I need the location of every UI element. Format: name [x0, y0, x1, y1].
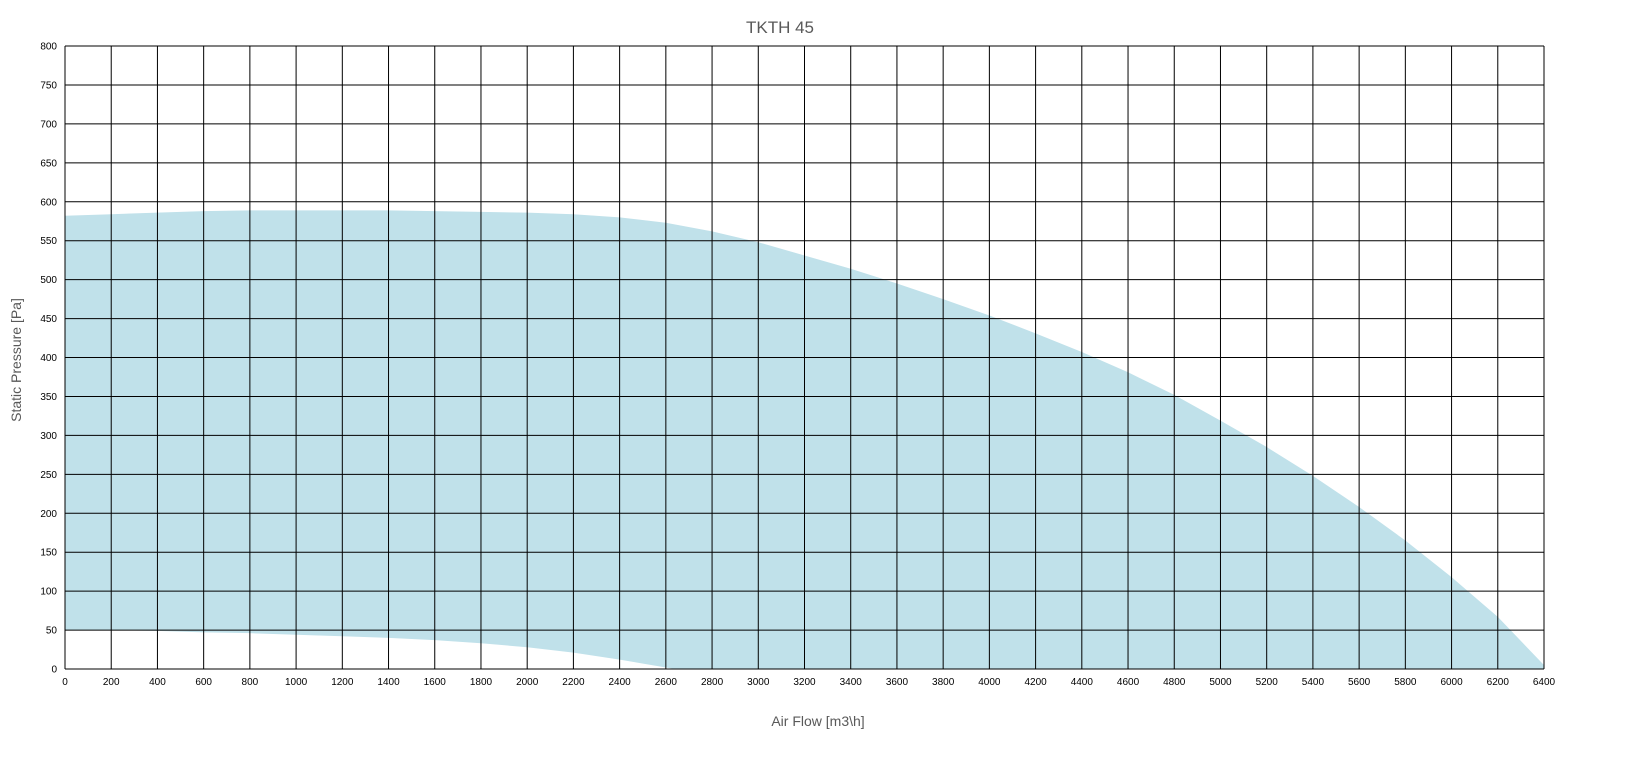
- x-tick-label: 800: [242, 677, 259, 688]
- y-tick-label: 400: [40, 353, 57, 364]
- y-tick-label: 300: [40, 431, 57, 442]
- x-tick-label: 3400: [840, 677, 863, 688]
- y-tick-label: 250: [40, 470, 57, 481]
- x-tick-label: 2600: [655, 677, 678, 688]
- y-tick-label: 100: [40, 587, 57, 598]
- y-tick-label: 550: [40, 236, 57, 247]
- y-tick-label: 350: [40, 392, 57, 403]
- plot-area: 0 200 400 600 800 1000 1200 1400 1600 1800 2000 220…: [40, 42, 1555, 689]
- x-tick-label: 0: [62, 677, 68, 688]
- x-tick-label: 2200: [562, 677, 585, 688]
- y-tick-label: 750: [40, 80, 57, 91]
- x-tick-label: 4800: [1163, 677, 1186, 688]
- x-tick-label: 4400: [1071, 677, 1094, 688]
- y-tick-label: 50: [46, 626, 58, 637]
- x-tick-label: 4000: [978, 677, 1001, 688]
- y-tick-label: 600: [40, 197, 57, 208]
- x-tick-label: 4600: [1117, 677, 1140, 688]
- x-tick-label: 1800: [470, 677, 493, 688]
- x-tick-label: 3800: [932, 677, 955, 688]
- x-tick-label: 4200: [1024, 677, 1047, 688]
- x-axis-title: Air Flow [m3\h]: [771, 713, 864, 729]
- y-tick-label: 650: [40, 158, 57, 169]
- y-tick-label: 0: [51, 665, 57, 676]
- x-tick-label: 6400: [1533, 677, 1556, 688]
- x-tick-label: 2800: [701, 677, 724, 688]
- x-tick-label: 400: [149, 677, 166, 688]
- x-tick-label: 200: [103, 677, 120, 688]
- x-tick-label: 5800: [1394, 677, 1417, 688]
- chart-title: TKTH 45: [746, 18, 814, 37]
- y-tick-label: 150: [40, 548, 57, 559]
- y-tick-label: 700: [40, 119, 57, 130]
- x-tick-label: 2400: [609, 677, 632, 688]
- y-tick-label: 500: [40, 275, 57, 286]
- y-tick-label: 450: [40, 314, 57, 325]
- x-tick-label: 600: [195, 677, 212, 688]
- x-tick-label: 6200: [1487, 677, 1510, 688]
- x-tick-label: 1200: [331, 677, 354, 688]
- y-tick-label: 200: [40, 509, 57, 520]
- x-tick-label: 1600: [424, 677, 447, 688]
- x-tick-label: 5400: [1302, 677, 1325, 688]
- x-tick-label: 1400: [377, 677, 400, 688]
- y-axis-title: Static Pressure [Pa]: [8, 298, 24, 422]
- x-tick-label: 3200: [793, 677, 816, 688]
- x-tick-label: 2000: [516, 677, 539, 688]
- x-tick-label: 5000: [1209, 677, 1232, 688]
- x-tick-label: 5200: [1256, 677, 1279, 688]
- x-tick-label: 5600: [1348, 677, 1371, 688]
- x-tick-label: 3600: [886, 677, 909, 688]
- x-tick-label: 6000: [1440, 677, 1463, 688]
- y-tick-label: 800: [40, 42, 57, 53]
- x-tick-label: 3000: [747, 677, 770, 688]
- x-tick-label: 1000: [285, 677, 308, 688]
